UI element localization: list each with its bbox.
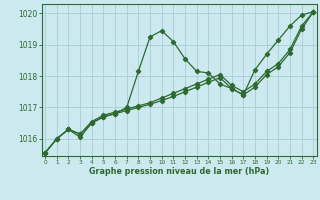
X-axis label: Graphe pression niveau de la mer (hPa): Graphe pression niveau de la mer (hPa): [89, 167, 269, 176]
